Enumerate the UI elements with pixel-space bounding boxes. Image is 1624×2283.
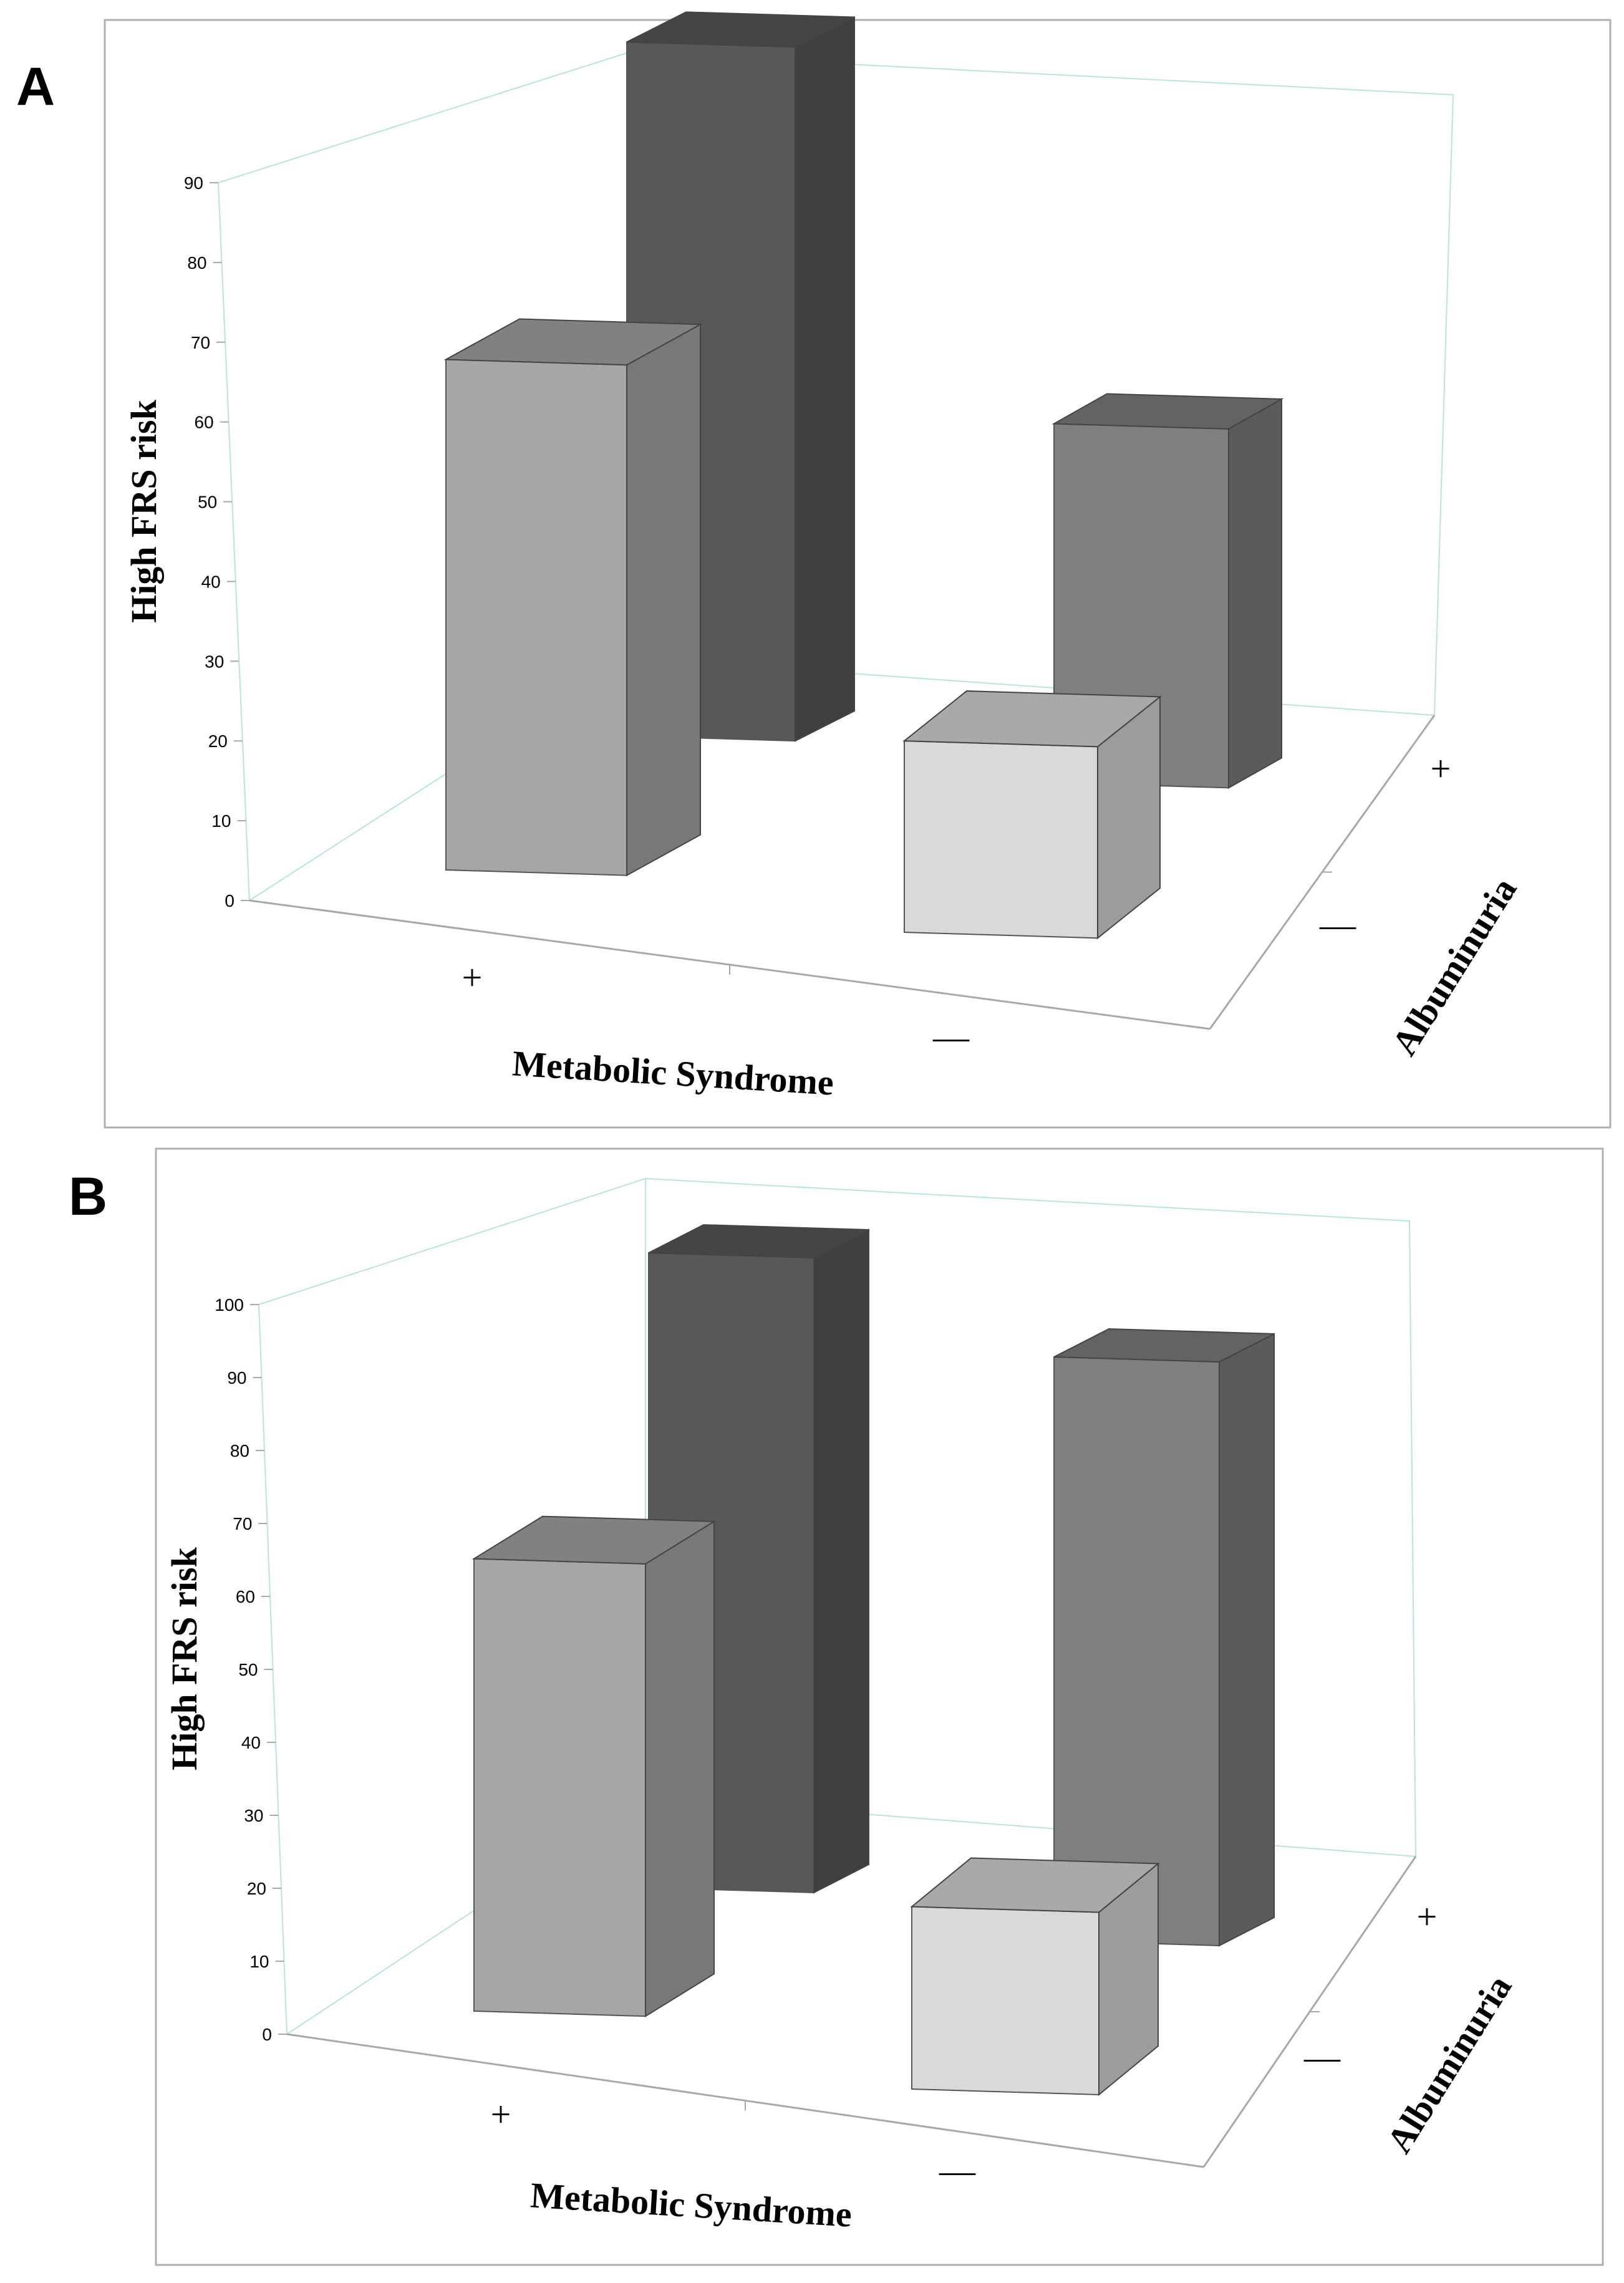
- x-category-label: —: [932, 1016, 970, 1057]
- y-tick-label: 90: [184, 173, 203, 193]
- y-tick-label: 0: [262, 2025, 272, 2044]
- panel-label-b: B: [69, 1167, 108, 1227]
- chart-frame: [104, 19, 1612, 1129]
- bar-top-face: [648, 1224, 869, 1259]
- bar-top-face: [902, 690, 1162, 748]
- x-category-label: +: [491, 2094, 511, 2135]
- y-tick-label: 70: [233, 1514, 252, 1533]
- bar-side-face: [1219, 1333, 1275, 1947]
- y-tick-label: 10: [249, 1952, 269, 1971]
- y-tick-label: 30: [244, 1806, 263, 1825]
- z-axis-title: Albuminuria: [1378, 1968, 1519, 2160]
- bar-a-row1-col1: [902, 690, 1162, 940]
- x-category-label: —: [939, 2150, 976, 2191]
- y-tick-label: 20: [247, 1879, 266, 1898]
- y-tick-label: 40: [241, 1733, 261, 1752]
- bar-top-face: [910, 1857, 1160, 1913]
- z-series-label: —: [1303, 2037, 1341, 2077]
- y-tick-label: 30: [205, 652, 224, 671]
- back-wall: [218, 52, 1454, 716]
- x-axis-title: Metabolic Syndrome: [529, 2174, 853, 2234]
- bar-front-face: [473, 1558, 646, 2017]
- y-tick-label: 0: [225, 891, 234, 910]
- y-tick-label: 80: [230, 1441, 249, 1460]
- z-series-label: —: [1319, 904, 1356, 945]
- bar-b-row1-col0: [471, 1515, 717, 2018]
- y-tick-label: 100: [215, 1295, 244, 1315]
- y-tick-label: 60: [236, 1587, 255, 1606]
- y-tick-label: 80: [187, 253, 206, 273]
- bar-top-face: [626, 11, 855, 48]
- z-series-label: +: [1417, 1896, 1438, 1937]
- y-tick-label: 60: [195, 413, 214, 432]
- y-tick-label: 70: [191, 333, 210, 352]
- y-axis-line: [218, 182, 250, 901]
- bar-a-row1-col0: [443, 318, 703, 877]
- y-axis-title: High FRS risk: [164, 1547, 205, 1770]
- y-axis-title: High FRS risk: [123, 399, 164, 622]
- bar-top-face: [471, 1515, 717, 1565]
- y-tick-label: 20: [208, 731, 228, 751]
- bar-side-face: [645, 1520, 715, 2018]
- back-wall: [258, 1177, 1416, 1857]
- bar-front-face: [911, 1906, 1100, 2096]
- x-category-label: +: [462, 957, 483, 998]
- chart-frame: [155, 1147, 1604, 2266]
- bar-front-face: [1053, 1356, 1220, 1946]
- z-series-label: +: [1431, 748, 1451, 789]
- bar-top-face: [1053, 1328, 1275, 1363]
- bar-side-face: [813, 1228, 869, 1894]
- y-tick-label: 90: [227, 1368, 246, 1388]
- bar-top-face: [1051, 393, 1284, 430]
- bar-top-face: [443, 318, 703, 366]
- bar-b-row0-col1: [1053, 1328, 1275, 1947]
- y-tick-label: 50: [198, 493, 217, 512]
- panel-label-a: A: [16, 57, 56, 117]
- bar-a-row0-col0: [626, 11, 855, 742]
- y-tick-label: 10: [211, 811, 231, 831]
- bar-b-row1-col1: [910, 1857, 1160, 2097]
- y-tick-label: 40: [201, 572, 221, 591]
- y-tick-label: 50: [238, 1660, 258, 1679]
